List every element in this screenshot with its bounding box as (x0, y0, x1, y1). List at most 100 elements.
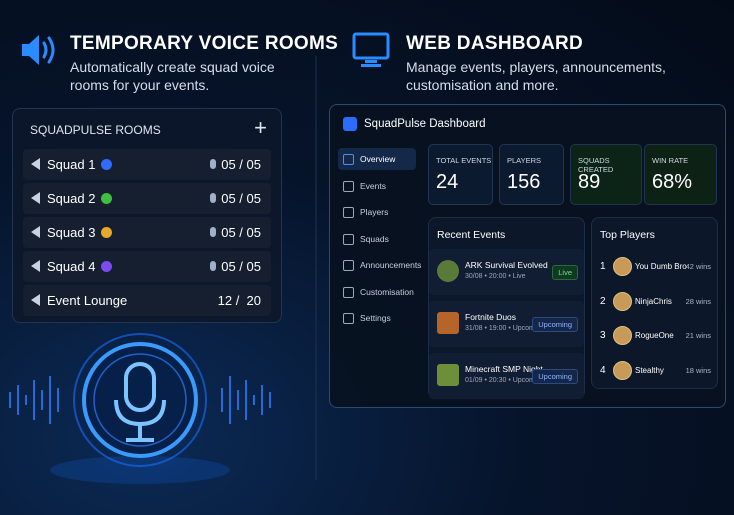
player-wins: 42 wins (685, 262, 711, 271)
stat-card: SQUADS CREATED 89 (570, 144, 642, 205)
status-badge: Upcoming (532, 369, 578, 384)
nav-item[interactable]: Announcements (338, 254, 421, 276)
player-wins: 21 wins (685, 331, 711, 340)
section-subtitle: Manage events, players, announcements, c… (406, 59, 666, 93)
event-meta: 30/08 • 20:00 • Live (465, 273, 526, 280)
card-title: Top Players (600, 229, 655, 241)
nav-label: Customisation (360, 286, 414, 297)
room-name: Squad 1 (47, 157, 96, 172)
player-rank: 1 (600, 261, 606, 272)
nav-label: Events (360, 180, 386, 191)
nav-item[interactable]: Overview (338, 148, 416, 170)
user-icon (210, 261, 216, 271)
stat-value: 24 (436, 171, 459, 193)
nav-item[interactable]: Squads (338, 228, 416, 250)
dashboard: SquadPulse Dashboard Recent Events ARK S… (329, 104, 726, 408)
room-row[interactable]: Squad 4 05 / 05 (23, 251, 271, 282)
stat-label: TOTAL EVENTS (436, 156, 492, 165)
nav-label: Squads (360, 233, 389, 244)
stat-card: WIN RATE 68% (644, 144, 717, 205)
room-name: Squad 4 (47, 259, 96, 274)
player-avatar (613, 326, 632, 345)
room-row[interactable]: Squad 2 05 / 05 (23, 183, 271, 214)
event-name: ARK Survival Evolved (465, 260, 548, 270)
player-name: You Dumb Bro (635, 262, 687, 271)
stat-card: TOTAL EVENTS 24 (428, 144, 493, 205)
logo (343, 117, 357, 131)
status-badge: Upcoming (532, 317, 578, 332)
player-name: RogueOne (635, 331, 674, 340)
event-name: Fortnite Duos (465, 312, 517, 322)
add-button[interactable]: + (254, 115, 267, 140)
user-icon (210, 193, 216, 203)
event-avatar (437, 364, 459, 386)
player-name: NinjaChris (635, 296, 672, 306)
top-players: Top Players 1 You Dumb Bro 42 wins 2 NinjaCh… (591, 217, 718, 389)
stat-label: SQUADS CREATED (578, 156, 614, 174)
nav-icon (343, 260, 354, 271)
event-row[interactable]: Minecraft SMP Night 01/09 • 20:30 • Upcom… (429, 353, 584, 399)
player-rank: 2 (600, 295, 606, 307)
nav-icon (343, 313, 354, 324)
status-dot (101, 193, 113, 204)
nav-icon (343, 180, 354, 192)
nav-item[interactable]: Events (338, 175, 416, 197)
event-row[interactable]: Fortnite Duos 31/08 • 19:00 • Upcoming Upc… (429, 301, 584, 347)
player-wins: 28 wins (685, 296, 711, 306)
nav-item[interactable]: Customisation (338, 281, 416, 303)
event-avatar (437, 260, 459, 282)
nav-item[interactable]: Settings (338, 307, 416, 329)
speaker-icon (31, 158, 40, 170)
stat-card: PLAYERS 156 (499, 144, 564, 205)
status-badge: Live (552, 265, 578, 280)
nav-icon (343, 286, 354, 298)
user-icon (210, 159, 216, 169)
event-meta: 31/08 • 19:00 • Upcoming (465, 325, 545, 332)
stat-value: 68% (652, 171, 693, 193)
room-name: Event Lounge (47, 293, 128, 308)
nav-label: Players (360, 207, 389, 217)
player-rank: 3 (600, 330, 606, 341)
room-count: 05 / 05 (221, 259, 261, 274)
room-row[interactable]: Squad 1 05 / 05 (23, 149, 271, 180)
player-avatar (613, 360, 632, 380)
stat-label: PLAYERS (507, 156, 542, 165)
speaker-icon (31, 192, 40, 204)
section-subtitle: Automatically create squad voice rooms f… (70, 59, 275, 93)
event-row[interactable]: ARK Survival Evolved 30/08 • 20:00 • Live… (429, 249, 584, 295)
nav-icon (343, 154, 354, 165)
section-title: TEMPORARY VOICE ROOMS (70, 33, 339, 54)
event-avatar (437, 312, 459, 334)
panel-title: SQUADPULSE ROOMS (30, 123, 161, 137)
room-row[interactable]: Squad 3 05 / 05 (23, 217, 271, 248)
card-title: Recent Events (437, 229, 506, 241)
speaker-icon (31, 260, 40, 272)
player-avatar (613, 257, 632, 276)
status-dot (101, 227, 113, 238)
room-name: Squad 2 (47, 191, 96, 206)
player-name: Stealthy (635, 365, 664, 375)
stat-value: 156 (507, 171, 541, 193)
nav-item[interactable]: Players (338, 201, 416, 223)
nav-label: Overview (360, 154, 396, 164)
nav-label: Settings (360, 313, 391, 323)
room-row[interactable]: Event Lounge 12 / 20 (23, 285, 271, 316)
dashboard-title: SquadPulse Dashboard (364, 118, 486, 130)
player-wins: 18 wins (685, 365, 711, 375)
event-meta: 01/09 • 20:30 • Upcoming (465, 377, 545, 384)
speaker-icon (31, 226, 40, 238)
speaker-icon (31, 294, 40, 306)
stat-label: WIN RATE (652, 156, 689, 165)
status-dot (101, 159, 113, 170)
player-avatar (613, 291, 632, 311)
stat-value: 89 (578, 171, 601, 193)
section-title: WEB DASHBOARD (406, 33, 584, 54)
room-name: Squad 3 (47, 225, 96, 240)
recent-events: Recent Events ARK Survival Evolved 30/08 … (428, 217, 585, 399)
room-count: 05 / 05 (221, 157, 261, 172)
room-count: 12 / 20 (217, 293, 261, 308)
room-count: 05 / 05 (221, 191, 261, 206)
status-dot (101, 261, 113, 272)
